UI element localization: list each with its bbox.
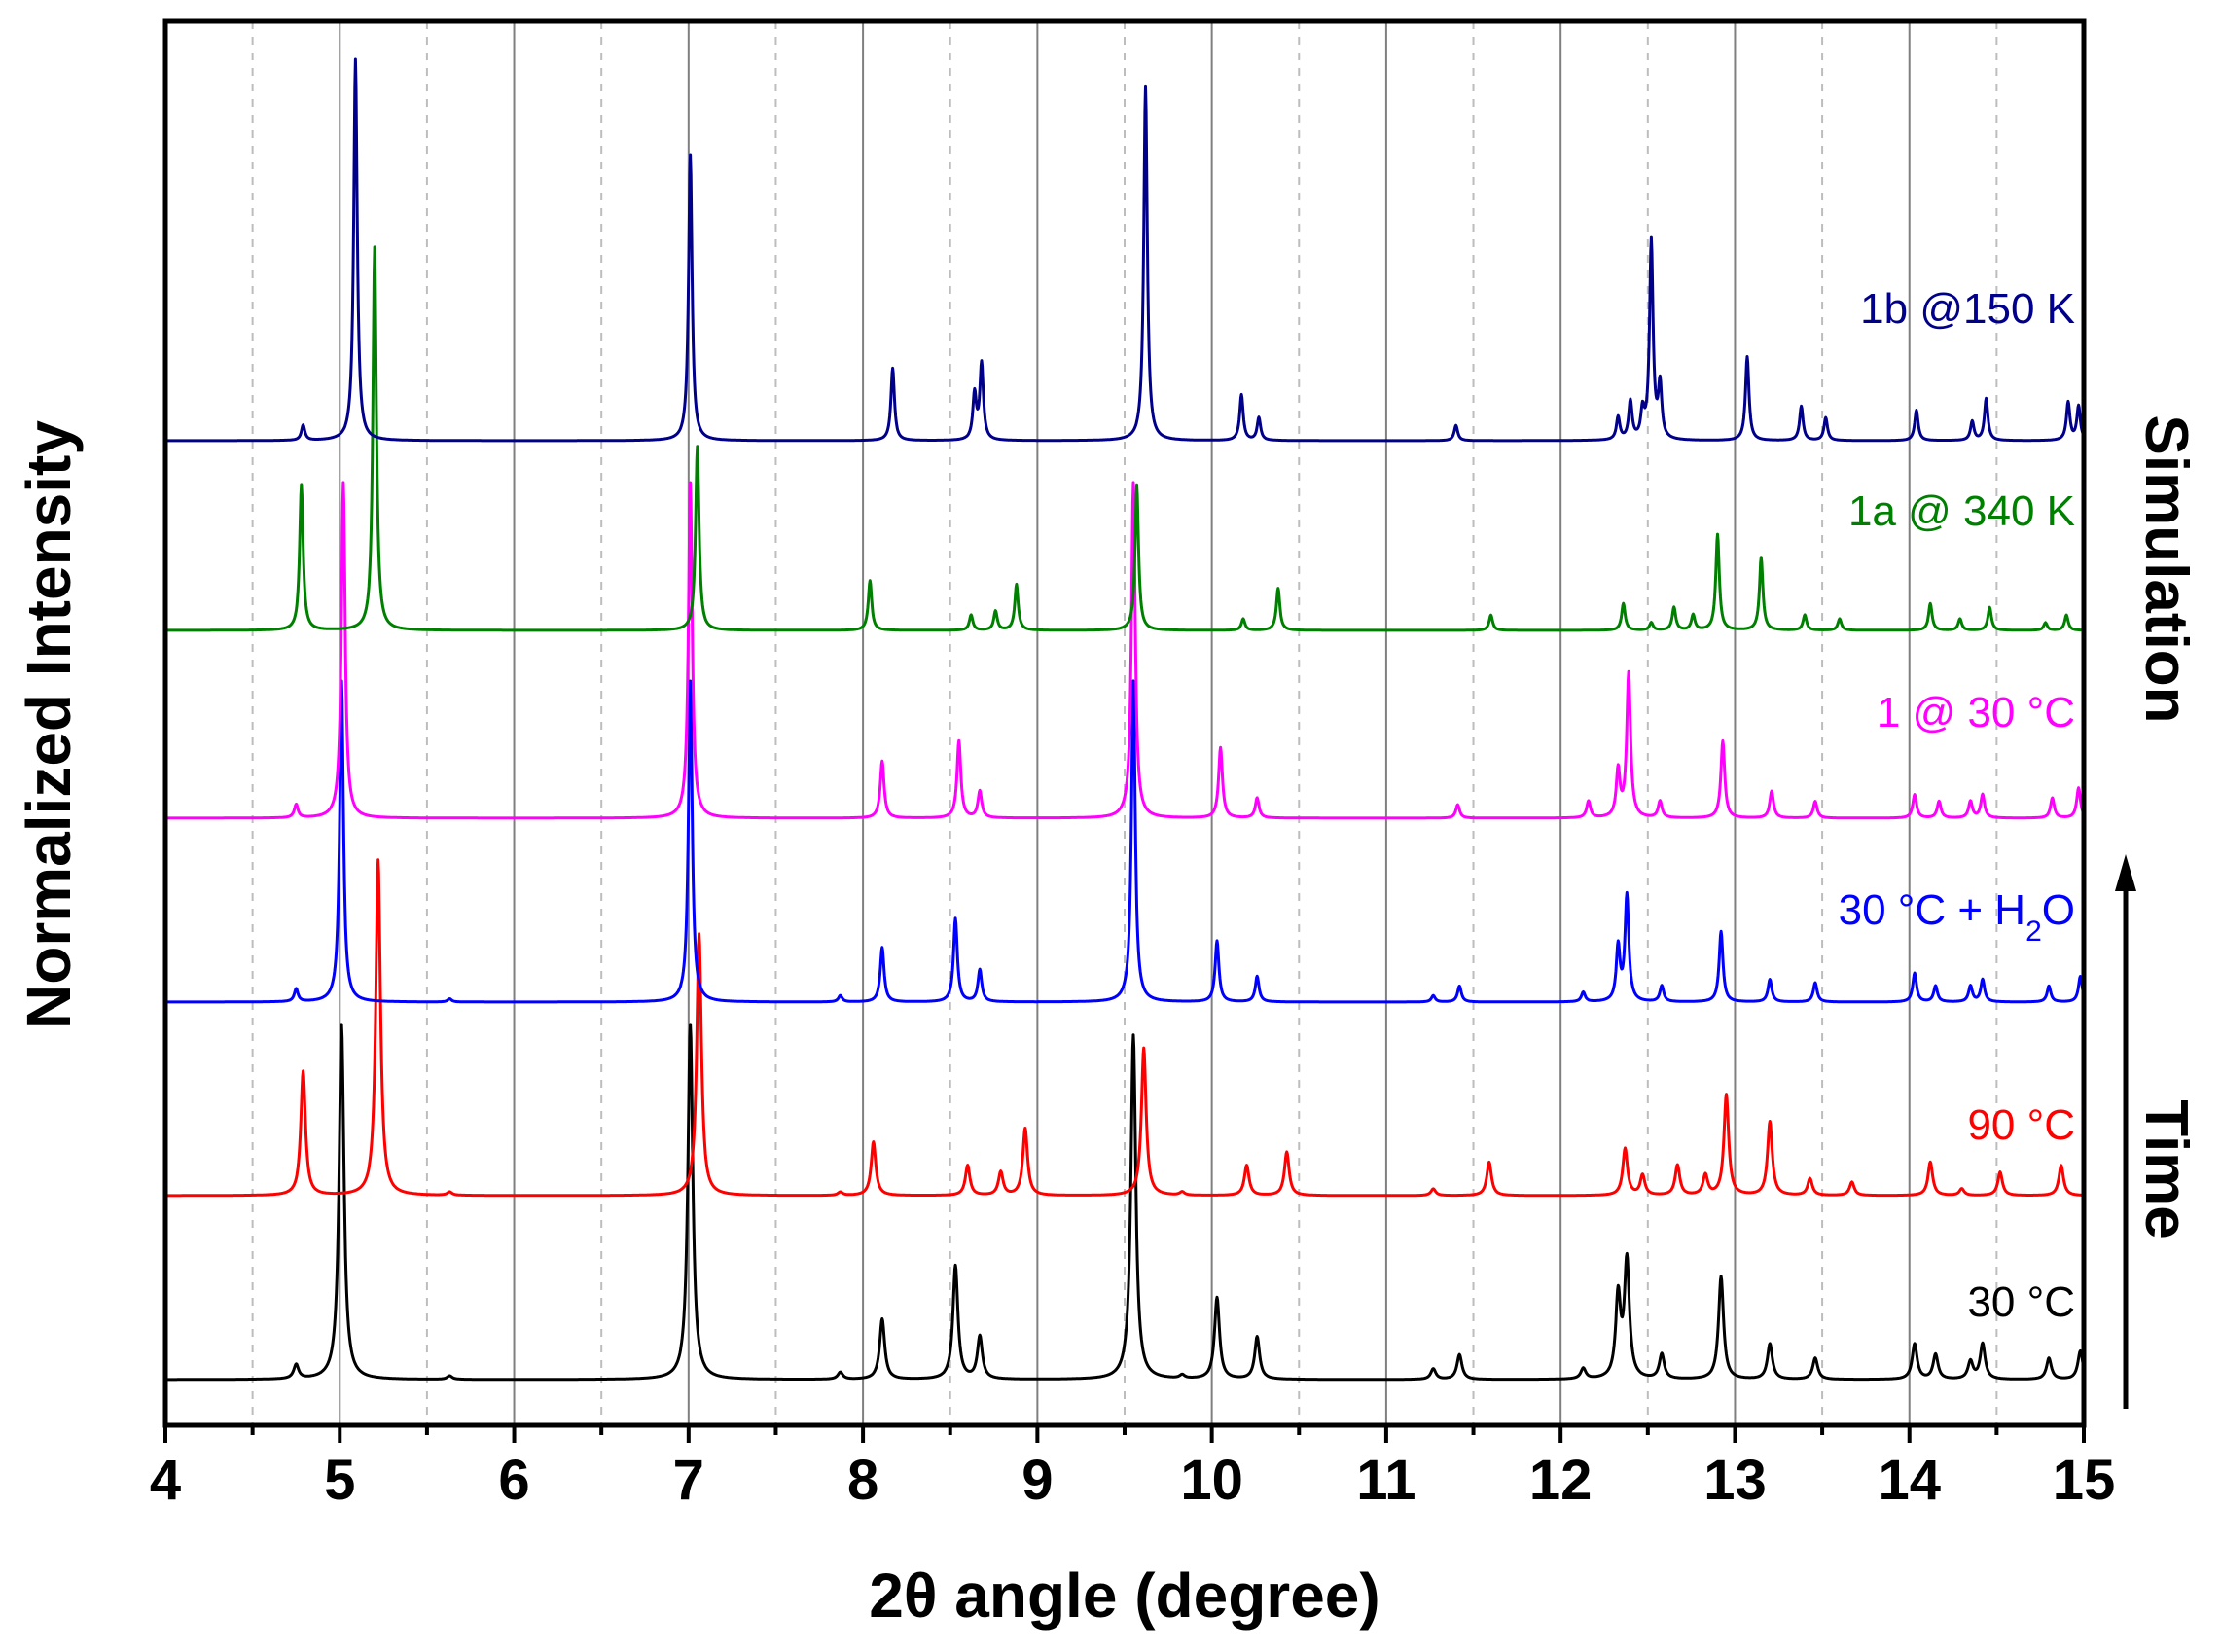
x-tick-label: 5: [324, 1449, 355, 1512]
x-tick-label: 14: [1878, 1449, 1941, 1512]
x-tick-label: 15: [2053, 1449, 2116, 1512]
x-tick-label: 6: [498, 1449, 529, 1512]
x-tick-label: 13: [1703, 1449, 1767, 1512]
simulation-label: Simulation: [2132, 415, 2200, 724]
x-tick-label: 7: [673, 1449, 704, 1512]
series-label: 1b @150 K: [1860, 285, 2075, 333]
series-line: [164, 1023, 2086, 1382]
series-label: 90 °C: [1967, 1101, 2075, 1149]
x-tick-label: 4: [150, 1449, 181, 1512]
x-tick-label: 12: [1529, 1449, 1593, 1512]
time-arrow-head: [2115, 854, 2136, 891]
x-tick-label: 8: [847, 1449, 878, 1512]
x-tick-label: 10: [1180, 1449, 1243, 1512]
series-line: [164, 858, 2085, 1198]
series-line: [164, 57, 2086, 443]
x-tick-label: 9: [1021, 1449, 1053, 1512]
x-axis-title: 2θ angle (degree): [869, 1561, 1379, 1631]
series-label: 1a @ 340 K: [1848, 487, 2075, 535]
series-label: 1 @ 30 °C: [1877, 689, 2075, 736]
time-arrow: [2115, 854, 2136, 1409]
tick-layer: 4 5 6 7 8 9 10 11 12 13 14 15: [150, 1425, 2115, 1512]
series-line: [164, 481, 2086, 820]
series-label: 30 °C: [1967, 1278, 2075, 1326]
series-line: [164, 245, 2085, 632]
x-tick-label: 11: [1356, 1449, 1415, 1512]
series-line: [164, 679, 2086, 1004]
y-axis-title: Normalized Intensity: [14, 420, 84, 1029]
time-label: Time: [2132, 1099, 2200, 1239]
series-layer: [164, 57, 2086, 1382]
